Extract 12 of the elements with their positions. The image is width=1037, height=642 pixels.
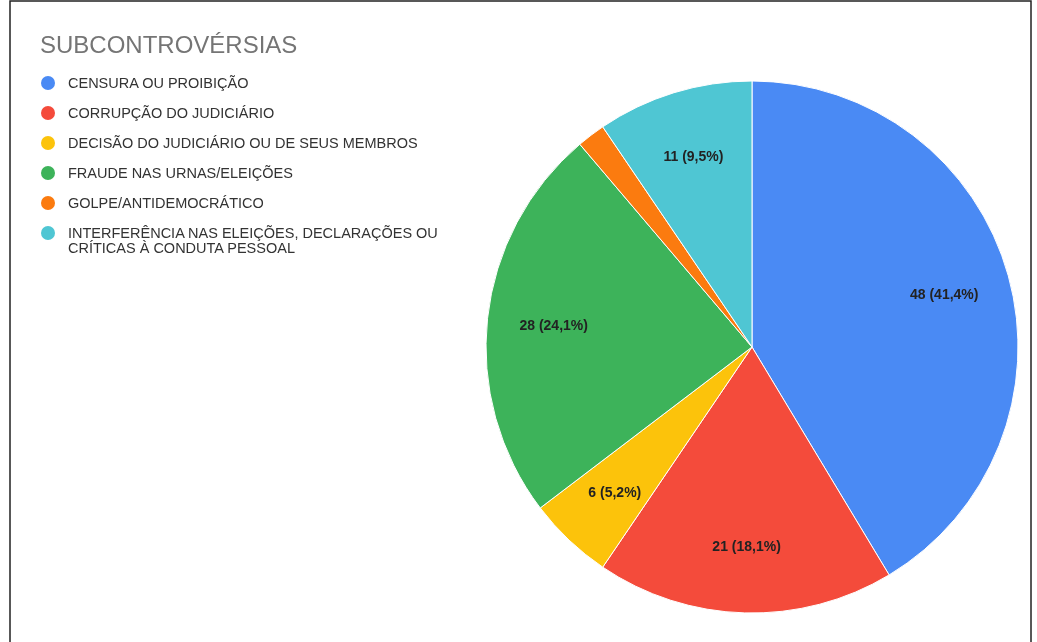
legend-label: DECISÃO DO JUDICIÁRIO OU DE SEUS MEMBROS xyxy=(68,135,418,151)
legend-label: INTERFERÊNCIA NAS ELEIÇÕES, DECLARAÇÕES OU CRÍTICAS À CONDUTA PESSOAL xyxy=(68,225,438,256)
data-label: 11 (9,5%) xyxy=(663,148,724,165)
data-label: 48 (41,4%) xyxy=(909,285,979,302)
legend-label: CENSURA OU PROIBIÇÃO xyxy=(68,75,249,91)
data-label: 21 (18,1%) xyxy=(712,538,781,555)
legend-label: CORRUPÇÃO DO JUDICIÁRIO xyxy=(68,105,275,121)
legend-label: FRAUDE NAS URNAS/ELEIÇÕES xyxy=(68,165,293,181)
data-label: 6 (5,2%) xyxy=(588,483,642,500)
chart-title: SUBCONTROVÉRSIAS xyxy=(40,31,298,58)
data-label: 28 (24,1%) xyxy=(519,317,588,334)
legend-label: GOLPE/ANTIDEMOCRÁTICO xyxy=(68,195,264,211)
